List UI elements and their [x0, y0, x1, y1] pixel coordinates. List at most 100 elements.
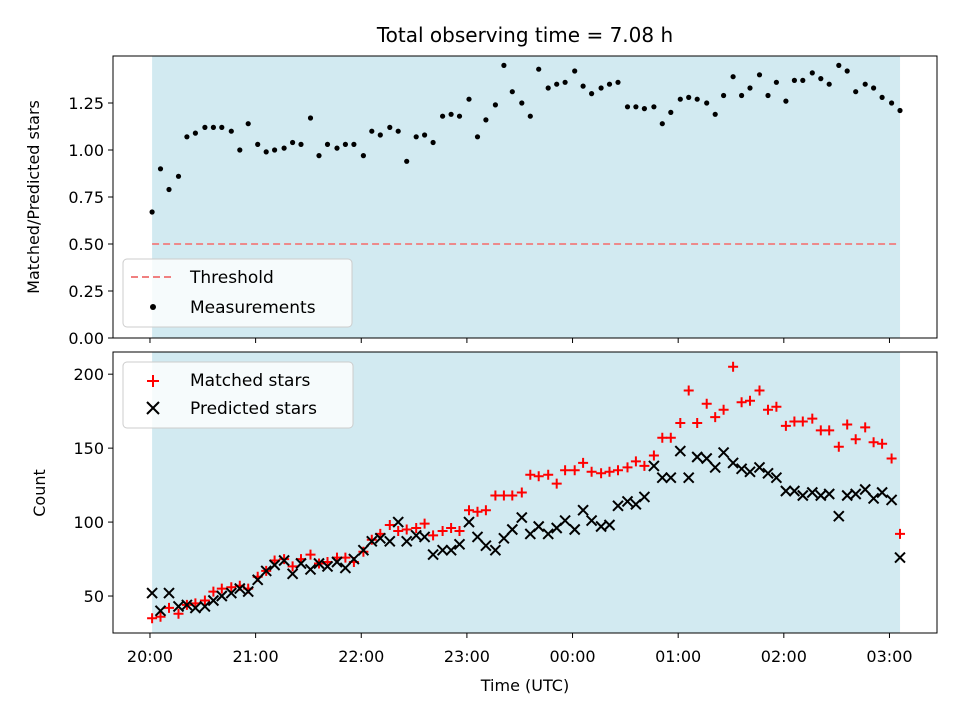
matched-star-point: [895, 528, 905, 539]
predicted-star-point: [181, 599, 193, 611]
matched-star-point: [701, 398, 712, 409]
matched-star-point: [868, 437, 879, 448]
measurement-point: [659, 121, 665, 127]
predicted-star-point: [568, 523, 581, 536]
predicted-star-point: [331, 556, 343, 568]
measurement-point: [633, 104, 639, 110]
predicted-star-point: [506, 523, 519, 536]
predicted-star-point: [189, 602, 202, 614]
matched-star-point: [155, 611, 166, 622]
matched-star-point: [216, 583, 227, 594]
legend-measurements-label: Measurements: [190, 298, 316, 318]
x-tick-label: 01:00: [655, 647, 701, 666]
matched-star-point: [657, 432, 668, 443]
measurement-point: [245, 121, 251, 127]
measurement-point: [572, 68, 578, 74]
measurement-point: [501, 62, 507, 68]
matched-star-point: [393, 526, 404, 536]
predicted-star-point: [357, 544, 370, 556]
matched-star-point: [411, 523, 422, 533]
matched-star-point: [173, 608, 184, 619]
top-y-tick-label: 1.25: [68, 94, 104, 113]
measurement-point: [704, 100, 710, 106]
measurement-point: [422, 132, 428, 138]
measurement-point: [791, 77, 798, 83]
predicted-star-point: [753, 461, 766, 474]
matched-star-point: [692, 418, 703, 428]
measurement-point: [773, 79, 780, 85]
legend-matched-label: Matched stars: [190, 371, 310, 391]
measurement-point: [157, 166, 164, 172]
predicted-star-point: [542, 528, 554, 540]
predicted-star-point: [516, 511, 528, 524]
matched-star-point: [886, 453, 897, 464]
predicted-star-point: [532, 520, 545, 533]
matched-star-point: [860, 422, 871, 433]
bottom-y-tick-label: 50: [84, 587, 104, 606]
predicted-star-point: [480, 539, 492, 552]
bottom-predicted-points: [146, 445, 906, 617]
measurement-point: [290, 139, 296, 146]
predicted-star-point: [427, 548, 439, 561]
legend-matched-swatch: [147, 375, 159, 387]
predicted-star-point: [242, 585, 254, 598]
predicted-star-point: [384, 535, 396, 548]
predicted-star-point: [278, 554, 290, 567]
top-y-axis-label: Matched/Predicted stars: [24, 100, 43, 294]
matched-star-point: [745, 395, 755, 406]
matched-star-point: [454, 526, 465, 536]
measurement-point: [818, 76, 824, 82]
matched-star-point: [419, 518, 430, 529]
top-measurement-points: [149, 62, 903, 215]
measurement-point: [536, 66, 542, 72]
measurement-point: [474, 134, 481, 140]
predicted-star-point: [797, 489, 809, 502]
top-y-axis: 0.00 0.25 0.50 0.75 1.00 1.25: [68, 94, 113, 348]
predicted-star-point: [841, 489, 853, 502]
x-axis-label: Time (UTC): [480, 676, 569, 695]
measurement-point: [879, 94, 885, 100]
measurement-point: [351, 141, 357, 147]
matched-star-point: [710, 412, 721, 423]
matched-star-point: [464, 505, 474, 516]
predicted-star-point: [744, 466, 756, 478]
top-y-tick-label: 1.00: [68, 141, 104, 160]
measurement-point: [334, 145, 340, 151]
bottom-plot-frame: [112, 351, 938, 634]
measurement-point: [281, 145, 287, 151]
matched-star-point: [147, 613, 158, 624]
matched-star-point: [472, 506, 483, 517]
predicted-star-point: [366, 535, 378, 548]
matched-star-point: [366, 534, 377, 545]
measurement-point: [871, 85, 877, 91]
predicted-star-point: [735, 463, 748, 475]
predicted-star-point: [471, 531, 484, 543]
predicted-star-point: [268, 559, 281, 571]
matched-star-point: [604, 466, 615, 477]
measurement-point: [342, 141, 348, 147]
predicted-star-point: [453, 538, 466, 551]
top-x-ticks: [149, 338, 890, 343]
predicted-star-point: [717, 446, 730, 459]
predicted-star-point: [585, 514, 598, 527]
measurement-point: [404, 158, 410, 164]
predicted-star-point: [762, 467, 774, 480]
predicted-star-point: [400, 535, 413, 548]
measurement-point: [369, 128, 375, 134]
matched-star-point: [622, 462, 633, 473]
x-tick-label: 21:00: [233, 647, 279, 666]
x-tick-label: 22:00: [338, 647, 384, 666]
predicted-star-point: [849, 488, 862, 500]
measurement-point: [624, 104, 631, 110]
predicted-star-point: [225, 587, 238, 599]
bottom-legend-box: [122, 361, 354, 429]
measurement-point: [686, 94, 692, 100]
matched-star-point: [850, 434, 861, 445]
matched-star-point: [596, 468, 607, 479]
predicted-star-point: [603, 519, 616, 531]
predicted-star-point: [286, 568, 299, 580]
measurement-point: [360, 153, 366, 159]
measurement-point: [615, 79, 621, 85]
matched-star-point: [428, 530, 439, 541]
predicted-star-point: [885, 494, 898, 506]
